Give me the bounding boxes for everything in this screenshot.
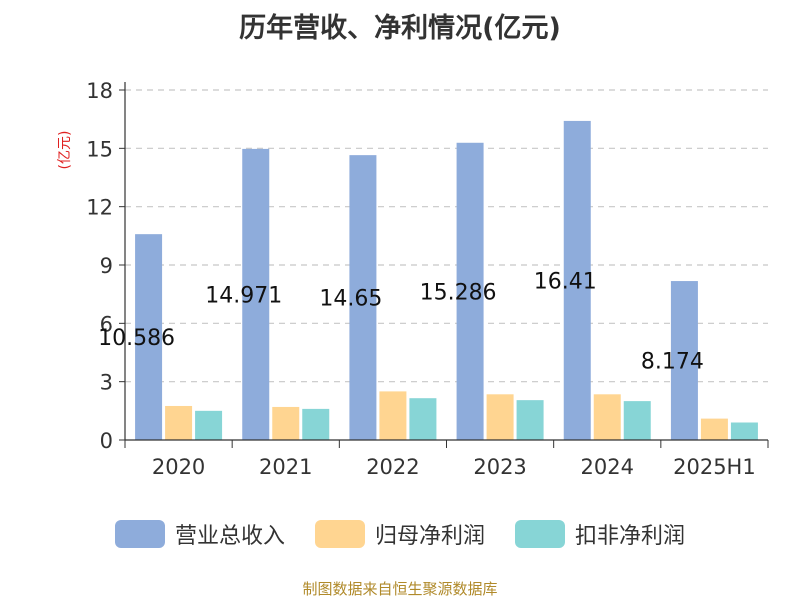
legend-label-net-profit: 归母净利润 bbox=[374, 524, 485, 549]
x-tick-label: 2023 bbox=[473, 455, 526, 479]
bar[interactable] bbox=[302, 408, 330, 440]
bar[interactable] bbox=[593, 394, 621, 440]
bar[interactable] bbox=[135, 234, 163, 440]
legend-swatch-revenue bbox=[114, 520, 165, 548]
grid-lines bbox=[125, 89, 768, 383]
y-tick-label: 0 bbox=[100, 429, 113, 453]
legend: 营业总收入 归母净利润 扣非净利润 bbox=[0, 518, 800, 550]
bar[interactable] bbox=[272, 406, 300, 440]
source-note: 制图数据来自恒生聚源数据库 bbox=[302, 580, 498, 598]
bar[interactable] bbox=[379, 391, 407, 440]
bar-chart: 0 3 6 9 12 15 18 2020 2021 2022 2023 2024 2025H1 10.… bbox=[86, 79, 769, 479]
legend-item-net-profit[interactable]: 归母净利润 bbox=[314, 518, 485, 550]
legend-label-revenue: 营业总收入 bbox=[174, 524, 285, 549]
bar[interactable] bbox=[165, 405, 193, 440]
bar[interactable] bbox=[670, 281, 698, 440]
legend-label-deducted-profit: 扣非净利润 bbox=[575, 524, 686, 549]
data-label: 14.65 bbox=[319, 287, 382, 312]
bar[interactable] bbox=[730, 422, 758, 441]
legend-item-deducted-profit[interactable]: 扣非净利润 bbox=[515, 518, 685, 550]
bar[interactable] bbox=[623, 401, 651, 440]
legend-item-revenue[interactable]: 营业总收入 bbox=[114, 518, 285, 550]
data-label: 16.41 bbox=[534, 269, 597, 294]
x-tick-label: 2022 bbox=[366, 455, 419, 479]
bar[interactable] bbox=[242, 148, 270, 440]
bar[interactable] bbox=[563, 120, 591, 441]
bars bbox=[135, 120, 758, 441]
data-label: 8.174 bbox=[641, 350, 704, 375]
y-tick-label: 15 bbox=[86, 137, 113, 161]
bar[interactable] bbox=[409, 398, 437, 440]
bar[interactable] bbox=[516, 400, 544, 440]
axes: 0 3 6 9 12 15 18 2020 2021 2022 2023 2024 2025H1 bbox=[86, 79, 769, 479]
x-tick-label: 2025H1 bbox=[673, 455, 756, 479]
y-tick-label: 12 bbox=[86, 196, 113, 220]
y-tick-label: 18 bbox=[86, 79, 113, 103]
legend-swatch-deducted-profit bbox=[515, 520, 565, 548]
bar[interactable] bbox=[700, 418, 728, 440]
x-tick-label: 2020 bbox=[152, 455, 205, 479]
data-label: 10.586 bbox=[98, 326, 175, 351]
x-tick-label: 2021 bbox=[259, 455, 312, 479]
bar[interactable] bbox=[195, 410, 223, 440]
bar[interactable] bbox=[486, 394, 514, 440]
y-tick-label: 3 bbox=[100, 371, 113, 395]
chart-title: 历年营收、净利情况(亿元) bbox=[239, 13, 561, 44]
x-tick-label: 2024 bbox=[581, 455, 634, 479]
data-label: 14.971 bbox=[205, 283, 282, 308]
data-label: 15.286 bbox=[420, 280, 497, 305]
bar[interactable] bbox=[456, 142, 484, 440]
bar[interactable] bbox=[349, 155, 377, 440]
value-labels: 10.586 14.971 14.65 15.286 16.41 8.174 bbox=[98, 269, 704, 374]
y-tick-label: 6 bbox=[100, 312, 113, 336]
legend-swatch-net-profit bbox=[314, 520, 365, 548]
y-tick-label: 9 bbox=[100, 254, 113, 278]
